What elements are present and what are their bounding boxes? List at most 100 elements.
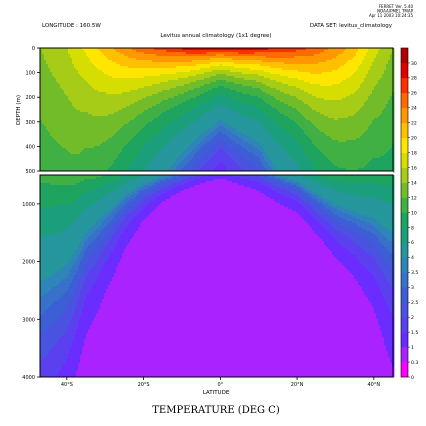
heatmap-cell [264,60,267,63]
heatmap-cell [178,48,181,51]
heatmap-cell [122,54,125,57]
heatmap-cell [354,50,357,53]
heatmap-cell [188,50,191,53]
heatmap-cell [82,48,85,51]
heatmap-cell [292,60,295,63]
heatmap-cell [258,58,261,61]
heatmap-cell [380,48,383,51]
heatmap-cell [278,52,281,55]
heatmap-cell [74,50,77,53]
heatmap-cell [336,54,339,57]
heatmap-cell [360,56,363,59]
heatmap-cell [174,54,177,57]
heatmap-cell [222,60,225,63]
heatmap-cell [192,60,195,63]
heatmap-cell [192,50,195,53]
heatmap-cell [350,58,353,61]
heatmap-cell [164,48,167,51]
heatmap-cell [292,48,295,51]
heatmap-cell [344,60,347,63]
heatmap-cell [174,58,177,61]
heatmap-cell [126,58,129,61]
heatmap-cell [356,60,359,63]
heatmap-cell [156,50,159,53]
heatmap-cell [290,56,293,59]
heatmap-cell [164,52,167,55]
heatmap-cell [376,48,379,51]
heatmap-cell [148,48,151,51]
heatmap-cell [50,56,53,59]
heatmap-cell [96,60,99,63]
heatmap-cell [46,60,49,63]
heatmap-cell [42,50,45,53]
heatmap-cell [242,48,245,51]
heatmap-cell [212,50,215,53]
heatmap-cell [120,54,123,57]
heatmap-cell [302,52,305,55]
heatmap-cell [338,50,341,53]
heatmap-cell [98,56,101,59]
heatmap-cell [390,50,393,53]
heatmap-cell [88,58,91,61]
heatmap-cell [258,54,261,57]
heatmap-cell [218,50,221,53]
heatmap-cell [112,50,115,53]
heatmap-cell [218,56,221,59]
heatmap-cell [312,56,315,59]
heatmap-cell [76,48,79,51]
heatmap-cell [80,62,83,65]
heatmap-cell [208,52,211,55]
heatmap-cell [254,54,257,57]
heatmap-cell [322,48,325,51]
heatmap-cell [54,52,57,55]
heatmap-cell [58,48,61,51]
heatmap-cell [238,48,241,51]
heatmap-cell [344,50,347,53]
heatmap-cell [218,52,221,55]
heatmap-cell [386,60,389,63]
heatmap-cell [62,56,65,59]
heatmap-cell [126,62,129,65]
heatmap-cell [82,58,85,61]
heatmap-cell [206,60,209,63]
heatmap-cell [344,54,347,57]
heatmap-cell [156,60,159,63]
heatmap-cell [56,52,59,55]
heatmap-cell [350,52,353,55]
heatmap-cell [154,52,157,55]
heatmap-cell [82,52,85,55]
heatmap-cell [100,54,103,57]
heatmap-cell [44,48,47,51]
heatmap-cell [348,56,351,59]
heatmap-cell [60,58,63,61]
heatmap-cell [222,52,225,55]
heatmap-cell [140,50,143,53]
heatmap-cell [130,52,133,55]
heatmap-cell [304,60,307,63]
heatmap-cell [278,50,281,53]
heatmap-cell [318,48,321,51]
heatmap-cell [98,62,101,65]
heatmap-cell [272,50,275,53]
heatmap-cell [322,54,325,57]
heatmap-cell [80,56,83,59]
heatmap-cell [40,48,43,51]
heatmap-cell [58,56,61,59]
heatmap-cell [148,56,151,59]
heatmap-cell [58,58,61,61]
heatmap-cell [372,52,375,55]
heatmap-cell [182,50,185,53]
heatmap-cell [362,60,365,63]
heatmap-cell [340,50,343,53]
heatmap-cell [306,48,309,51]
heatmap-cell [342,52,345,55]
heatmap-cell [158,58,161,61]
heatmap-cell [234,48,237,51]
heatmap-cell [334,54,337,57]
heatmap-cell [178,58,181,61]
heatmap-cell [148,60,151,63]
heatmap-cell [274,54,277,57]
heatmap-cell [96,52,99,55]
heatmap-cell [270,50,273,53]
heatmap-cell [388,56,391,59]
